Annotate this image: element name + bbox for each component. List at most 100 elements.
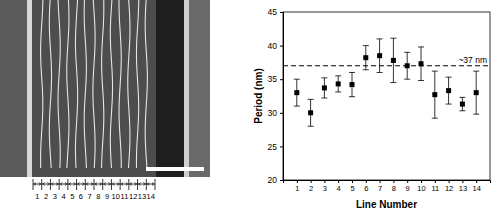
y-tick-label: 30 [268,108,278,118]
ridge-line [75,0,77,168]
plot-frame [283,12,490,180]
ruler-arrow [104,183,111,186]
line-label: 8 [96,192,100,201]
ridge-line [110,0,112,168]
error-cap-low [363,69,369,70]
y-tick: 35 [268,74,283,84]
error-cap-high [473,71,479,72]
error-cap-low [432,118,438,119]
ruler-arrow [139,183,146,186]
left-region [0,0,27,177]
x-tick-mark [380,180,381,183]
ridge-line [102,0,104,168]
point [474,90,479,95]
x-tick-mark [311,180,312,183]
error-bar-group [294,79,300,106]
x-tick-mark [324,180,325,183]
ruler-arrow [51,183,58,186]
error-cap-low [349,96,355,97]
x-tick-label: 6 [364,184,368,193]
error-cap-high [390,38,396,39]
error-bar-group [349,72,355,96]
line-label: 2 [44,192,48,201]
error-cap-high [418,46,424,47]
trench [156,0,184,177]
x-axis-title: Line Number [356,199,417,210]
y-tick-mark [280,12,283,13]
error-cap-low [459,110,465,111]
ridge-line [93,0,95,168]
line-label: 10 [112,192,120,201]
y-axis: 202530354045 [268,7,284,185]
x-tick-mark [421,180,422,183]
x-tick: 10 [417,180,425,193]
ruler-tick [41,179,42,190]
error-bar-group [363,46,369,70]
x-tick-label: 10 [417,184,425,193]
error-cap-high [363,45,369,46]
line-label: 3 [53,192,57,201]
x-tick-label: 8 [392,184,396,193]
ruler-tick [67,179,68,190]
ruler-arrow [78,183,85,186]
x-tick-label: 9 [406,184,410,193]
left-edge [27,0,32,177]
ruler-arrow [121,183,128,186]
ruler-tick [137,179,138,190]
y-tick-label: 45 [268,7,278,17]
x-tick-mark [338,180,339,183]
error-cap-low [308,126,314,127]
line-label: 6 [79,192,83,201]
ridge-line [41,0,43,168]
ridge-line [84,0,86,168]
point [460,102,465,107]
error-cap-low [418,80,424,81]
reference-label: ~37 nm [458,55,487,65]
scale-bar [146,167,204,171]
error-cap-high [335,75,341,76]
y-tick: 30 [268,108,283,118]
point [391,58,396,63]
ruler-arrow [112,183,119,186]
x-tick: 5 [350,180,354,193]
error-cap-high [349,72,355,73]
ruler-tick [111,179,112,190]
micrograph [0,0,210,177]
point [322,85,327,90]
ridge-line [67,0,69,168]
ruler-arrow [34,183,41,186]
ruler-arrow [43,183,50,186]
x-tick-mark [435,180,436,183]
point [350,82,355,87]
error-bar-group [459,97,465,110]
error-bar-group [418,47,424,81]
error-cap-high [446,77,452,78]
y-tick-label: 35 [268,74,278,84]
line-label: 13 [138,192,146,201]
error-bar-group [377,39,383,73]
x-tick: 3 [323,180,327,193]
ruler-tick [50,179,51,190]
x-tick-label: 13 [459,184,467,193]
x-tick-label: 12 [445,184,453,193]
ruler-tick [94,179,95,190]
x-tick: 12 [445,180,453,193]
x-tick-mark [462,180,463,183]
ruler-tick [155,179,156,190]
point [405,63,410,68]
ridge-line [145,0,147,168]
line-label: 9 [105,192,109,201]
line-label: 11 [121,192,129,201]
error-cap-low [377,72,383,73]
plot-marks [283,38,490,126]
error-bar-group [321,78,327,98]
error-cap-low [321,98,327,99]
x-tick-label: 7 [378,184,382,193]
error-cap-low [335,91,341,92]
ruler-arrow [130,183,137,186]
x-tick-mark [393,180,394,183]
error-cap-low [294,106,300,107]
ruler-arrow [147,183,154,186]
error-cap-high [294,79,300,80]
ruler-tick [33,179,34,190]
